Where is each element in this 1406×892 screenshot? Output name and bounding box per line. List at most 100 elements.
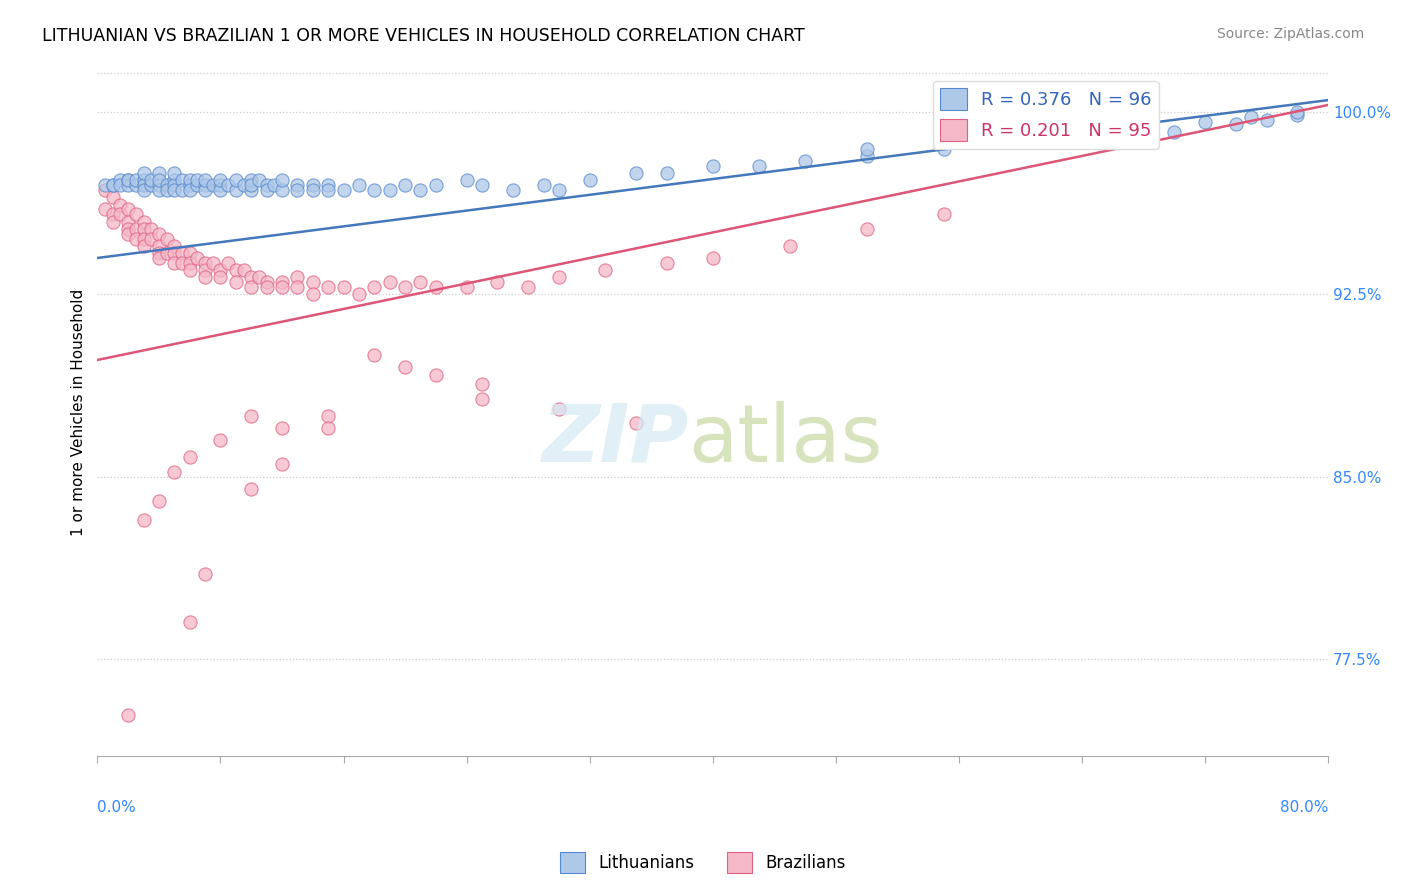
Point: [363, 348, 385, 362]
Point: [271, 458, 294, 472]
Point: [117, 173, 139, 187]
Point: [301, 178, 323, 193]
Point: [779, 239, 801, 253]
Point: [425, 368, 447, 382]
Point: [932, 142, 955, 156]
Point: [148, 178, 170, 193]
Point: [247, 173, 270, 187]
Point: [179, 183, 201, 197]
Point: [101, 214, 124, 228]
Point: [1010, 129, 1032, 144]
Point: [110, 173, 132, 187]
Point: [1240, 110, 1263, 124]
Point: [179, 615, 201, 630]
Point: [225, 275, 247, 289]
Point: [332, 280, 354, 294]
Point: [141, 178, 163, 193]
Point: [855, 142, 877, 156]
Point: [163, 465, 186, 479]
Point: [186, 251, 208, 265]
Point: [979, 129, 1001, 144]
Point: [125, 178, 148, 193]
Point: [110, 178, 132, 193]
Point: [247, 270, 270, 285]
Point: [132, 239, 155, 253]
Point: [209, 183, 232, 197]
Point: [425, 280, 447, 294]
Point: [148, 173, 170, 187]
Point: [132, 183, 155, 197]
Point: [624, 166, 647, 180]
Point: [117, 227, 139, 241]
Point: [179, 256, 201, 270]
Point: [132, 173, 155, 187]
Point: [194, 256, 217, 270]
Point: [702, 251, 724, 265]
Point: [517, 280, 540, 294]
Point: [194, 183, 217, 197]
Point: [409, 183, 432, 197]
Point: [194, 263, 217, 277]
Y-axis label: 1 or more Vehicles in Household: 1 or more Vehicles in Household: [72, 289, 86, 536]
Point: [125, 207, 148, 221]
Point: [301, 287, 323, 301]
Point: [378, 183, 401, 197]
Point: [932, 207, 955, 221]
Point: [1286, 105, 1309, 120]
Point: [456, 173, 478, 187]
Point: [170, 173, 193, 187]
Point: [533, 178, 555, 193]
Point: [347, 287, 370, 301]
Point: [117, 214, 139, 228]
Point: [148, 251, 170, 265]
Point: [1225, 117, 1247, 131]
Point: [240, 178, 263, 193]
Point: [141, 231, 163, 245]
Point: [548, 270, 571, 285]
Point: [125, 222, 148, 236]
Point: [655, 166, 678, 180]
Point: [394, 280, 416, 294]
Point: [125, 173, 148, 187]
Legend: R = 0.376   N = 96, R = 0.201   N = 95: R = 0.376 N = 96, R = 0.201 N = 95: [932, 81, 1159, 148]
Point: [209, 433, 232, 447]
Point: [232, 178, 254, 193]
Point: [256, 280, 278, 294]
Point: [285, 280, 308, 294]
Point: [148, 493, 170, 508]
Point: [170, 183, 193, 197]
Point: [194, 270, 217, 285]
Point: [363, 183, 385, 197]
Point: [394, 178, 416, 193]
Point: [240, 409, 263, 423]
Point: [101, 190, 124, 204]
Text: atlas: atlas: [688, 401, 883, 479]
Point: [285, 183, 308, 197]
Point: [256, 178, 278, 193]
Point: [163, 256, 186, 270]
Point: [548, 401, 571, 416]
Point: [132, 166, 155, 180]
Point: [163, 166, 186, 180]
Point: [363, 280, 385, 294]
Point: [94, 178, 117, 193]
Point: [110, 207, 132, 221]
Point: [110, 197, 132, 211]
Point: [1010, 135, 1032, 149]
Point: [209, 173, 232, 187]
Point: [471, 377, 494, 392]
Point: [1085, 129, 1108, 144]
Point: [132, 513, 155, 527]
Point: [148, 183, 170, 197]
Point: [502, 183, 524, 197]
Point: [179, 246, 201, 260]
Point: [148, 246, 170, 260]
Point: [125, 231, 148, 245]
Point: [209, 270, 232, 285]
Point: [141, 173, 163, 187]
Point: [163, 178, 186, 193]
Point: [179, 263, 201, 277]
Point: [132, 214, 155, 228]
Point: [225, 183, 247, 197]
Point: [170, 256, 193, 270]
